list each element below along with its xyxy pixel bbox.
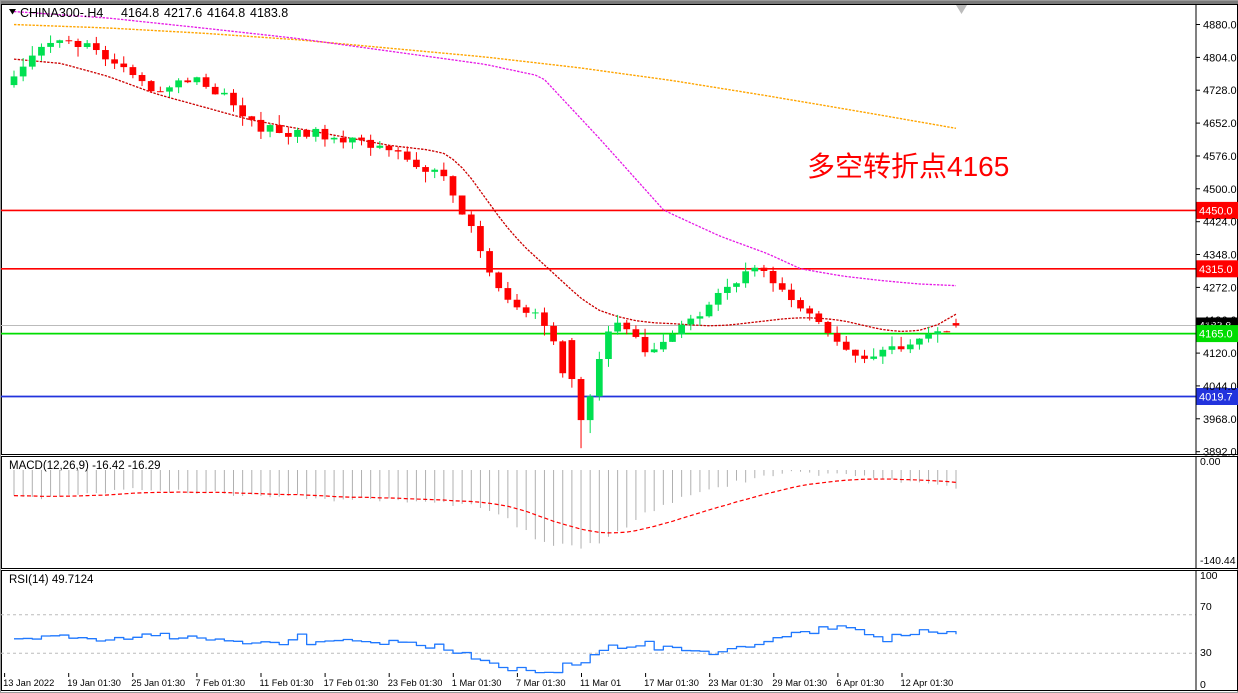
svg-text:11 Mar 01: 11 Mar 01 [580, 678, 621, 688]
svg-text:4272.0: 4272.0 [1203, 282, 1237, 294]
svg-text:25 Jan 01:30: 25 Jan 01:30 [131, 678, 185, 688]
svg-text:29 Mar 01:30: 29 Mar 01:30 [772, 678, 827, 688]
svg-text:4450.0: 4450.0 [1199, 205, 1233, 217]
svg-text:4576.0: 4576.0 [1203, 151, 1237, 163]
svg-text:23 Feb 01:30: 23 Feb 01:30 [388, 678, 443, 688]
svg-text:多空转折点4165: 多空转折点4165 [807, 151, 1009, 182]
svg-text:30: 30 [1200, 647, 1212, 659]
svg-text:4164.8: 4164.8 [207, 6, 245, 20]
svg-text:-140.44: -140.44 [1200, 555, 1236, 567]
svg-text:4652.0: 4652.0 [1203, 118, 1237, 130]
svg-text:100: 100 [1200, 570, 1218, 582]
svg-text:17 Mar 01:30: 17 Mar 01:30 [644, 678, 699, 688]
svg-text:4728.0: 4728.0 [1203, 85, 1237, 97]
svg-text:13 Jan 2022: 13 Jan 2022 [3, 678, 54, 688]
svg-text:4120.0: 4120.0 [1203, 348, 1237, 360]
svg-text:17 Feb 01:30: 17 Feb 01:30 [324, 678, 379, 688]
svg-text:6 Apr 01:30: 6 Apr 01:30 [836, 678, 884, 688]
svg-text:4424.0: 4424.0 [1203, 217, 1237, 229]
svg-text:4500.0: 4500.0 [1203, 184, 1237, 196]
svg-text:4315.0: 4315.0 [1199, 264, 1233, 276]
svg-text:CHINA300-.H4: CHINA300-.H4 [20, 6, 103, 20]
svg-text:4880.0: 4880.0 [1203, 20, 1237, 32]
svg-text:11 Feb 01:30: 11 Feb 01:30 [260, 678, 314, 688]
svg-text:4165.0: 4165.0 [1199, 329, 1233, 341]
svg-text:4183.8: 4183.8 [250, 6, 288, 20]
svg-text:4164.8: 4164.8 [121, 6, 159, 20]
svg-text:23 Mar 01:30: 23 Mar 01:30 [708, 678, 763, 688]
svg-text:4019.7: 4019.7 [1199, 392, 1233, 404]
svg-text:MACD(12,26,9) -16.42 -16.29: MACD(12,26,9) -16.42 -16.29 [9, 460, 161, 472]
svg-text:4348.0: 4348.0 [1203, 250, 1237, 262]
svg-text:1 Mar 01:30: 1 Mar 01:30 [452, 678, 502, 688]
svg-text:7 Mar 01:30: 7 Mar 01:30 [516, 678, 566, 688]
svg-text:3968.0: 3968.0 [1203, 414, 1237, 426]
svg-text:RSI(14) 49.7124: RSI(14) 49.7124 [9, 574, 94, 586]
svg-text:19 Jan 01:30: 19 Jan 01:30 [67, 678, 121, 688]
svg-text:4044.0: 4044.0 [1203, 381, 1237, 393]
svg-text:4196.0: 4196.0 [1203, 315, 1237, 327]
svg-text:4217.6: 4217.6 [164, 6, 202, 20]
svg-text:70: 70 [1200, 601, 1212, 613]
svg-text:4804.0: 4804.0 [1203, 52, 1237, 64]
svg-text:7 Feb 01:30: 7 Feb 01:30 [195, 678, 245, 688]
svg-text:12 Apr 01:30: 12 Apr 01:30 [901, 678, 954, 688]
svg-text:0.00: 0.00 [1200, 456, 1221, 468]
svg-text:3892.0: 3892.0 [1203, 447, 1237, 456]
